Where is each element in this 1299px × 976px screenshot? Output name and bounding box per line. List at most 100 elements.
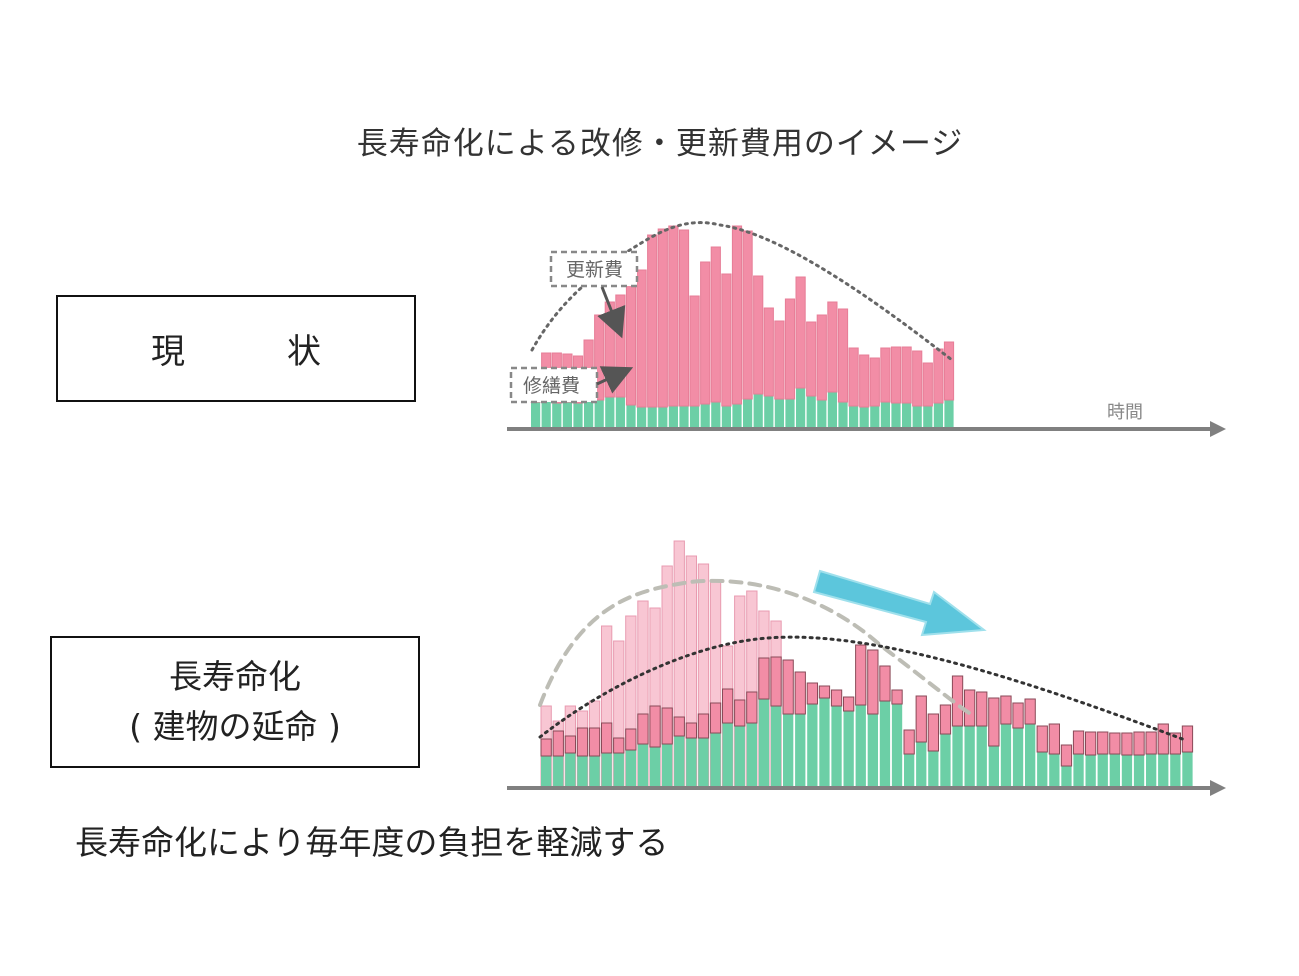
repair-cost-bar xyxy=(662,744,673,786)
renewal-cost-bar xyxy=(625,728,637,751)
repair-cost-bar xyxy=(541,756,552,786)
repair-cost-bar xyxy=(1012,728,1024,786)
repair-cost-bar xyxy=(867,714,878,786)
renewal-cost-bar xyxy=(710,246,721,403)
long-life-label-line2: ( 建物の延命 ) xyxy=(129,707,341,746)
renewal-cost-bar xyxy=(880,347,891,403)
repair-cost-bar xyxy=(817,400,827,427)
original-cost-envelope xyxy=(538,578,974,717)
renewal-cost-bar xyxy=(763,307,774,397)
repair-cost-bar xyxy=(783,714,794,786)
repair-cost-bar xyxy=(1097,754,1108,786)
renewal-cost-bar xyxy=(540,738,552,757)
renewal-cost-bar xyxy=(758,657,770,700)
repair-cost-bar xyxy=(679,406,689,427)
renewal-cost-bar xyxy=(912,350,923,407)
renewal-cost-bar xyxy=(943,341,955,401)
renewal-cost-bar xyxy=(964,689,976,727)
renewal-cost-bar xyxy=(784,298,796,400)
repair-cost-bar xyxy=(880,402,890,427)
long-life-bars xyxy=(540,644,1194,786)
repair-cost-bar xyxy=(933,403,943,427)
repair-cost-bar xyxy=(541,401,551,427)
repair-cost-bar xyxy=(764,396,774,427)
renewal-cost-bar xyxy=(685,722,698,739)
repair-cost-bar xyxy=(952,726,963,786)
repair-cost-bar xyxy=(904,754,915,786)
renewal-cost-bar xyxy=(1024,698,1036,725)
renewal-cost-bar xyxy=(915,695,927,743)
repair-cost-bar xyxy=(562,402,572,427)
renewal-cost-bar xyxy=(588,727,601,757)
repair-cost-bar xyxy=(902,403,912,427)
repair-cost-bar xyxy=(831,706,842,786)
repair-cost-bar xyxy=(807,704,818,786)
repair-cost-bar xyxy=(565,753,576,786)
repair-cost-bar xyxy=(743,399,753,427)
renewal-cost-bar xyxy=(734,699,746,727)
renewal-cost-bar xyxy=(613,737,625,754)
repair-cost-bar xyxy=(1170,754,1181,786)
renewal-cost-bar xyxy=(564,735,577,754)
repair-cost-bar xyxy=(1073,754,1084,786)
renewal-cost-bar xyxy=(742,230,753,400)
renewal-cost-bar xyxy=(867,649,879,715)
repair-cost-bar xyxy=(1000,724,1012,786)
renewal-cost-bar xyxy=(927,713,940,752)
renewal-cost-bar xyxy=(976,691,988,727)
renewal-cost-bar xyxy=(806,321,817,397)
repair-cost-bar xyxy=(758,699,770,786)
repair-cost-bar xyxy=(626,405,636,427)
renewal-callout: 更新費 xyxy=(549,250,639,339)
renewal-cost-bar xyxy=(746,691,758,724)
current-state-label-box: 現 状 xyxy=(56,295,416,402)
repair-cost-bar xyxy=(827,392,837,427)
repair-cost-bar xyxy=(1182,752,1193,786)
renewal-cost-bar xyxy=(816,314,827,401)
repair-cost-bar xyxy=(601,753,612,786)
repair-cost-bar xyxy=(1061,766,1072,786)
repair-cost-bar xyxy=(552,403,562,427)
renewal-cost-bar xyxy=(1145,731,1157,755)
renewal-cost-bar xyxy=(848,347,859,407)
renewal-cost-bar xyxy=(837,308,849,403)
repair-cost-bar xyxy=(1025,724,1036,786)
repair-cost-bar xyxy=(1121,755,1133,786)
repair-cost-bar xyxy=(589,756,600,786)
repair-cost-bar xyxy=(785,399,795,427)
renewal-cost-bar xyxy=(649,705,661,748)
repair-cost-bar xyxy=(1037,752,1048,786)
renewal-cost-bar xyxy=(830,689,843,707)
repair-cost-bar xyxy=(988,746,999,786)
renewal-cost-bar xyxy=(770,656,782,707)
renewal-cost-bar xyxy=(1048,723,1060,755)
repair-callout-arrow xyxy=(596,366,634,394)
repair-cost-bar xyxy=(923,406,933,427)
repair-cost-bar xyxy=(1109,754,1120,786)
renewal-cost-bar xyxy=(891,689,903,705)
page-title: 長寿命化による改修・更新費用のイメージ xyxy=(356,126,964,162)
renewal-cost-bar xyxy=(1072,730,1085,755)
repair-cost-bar xyxy=(964,726,975,786)
repair-cost-bar xyxy=(531,402,541,427)
repair-cost-bar xyxy=(700,404,710,427)
repair-callout-label: 修繕費 xyxy=(523,375,580,397)
repair-cost-bar xyxy=(916,742,927,786)
renewal-cost-bar xyxy=(806,682,819,705)
repair-cost-bar xyxy=(594,400,604,427)
top-axis-arrowhead xyxy=(1210,421,1226,437)
repair-cost-bar xyxy=(796,388,806,427)
repair-cost-bar xyxy=(1133,755,1145,786)
repair-cost-bar xyxy=(686,738,697,786)
repair-cost-bar xyxy=(637,407,647,427)
renewal-cost-bar xyxy=(795,276,806,389)
repair-cost-bar xyxy=(944,400,954,427)
repair-cost-bar xyxy=(605,397,615,427)
repair-cost-bar xyxy=(855,705,866,786)
renewal-cost-bar xyxy=(673,716,685,737)
bottom-axis-arrowhead xyxy=(1210,780,1226,796)
renewal-cost-bar xyxy=(615,294,626,398)
repair-cost-bar xyxy=(658,407,668,427)
repair-cost-bar xyxy=(859,407,869,427)
renewal-cost-bar xyxy=(647,234,658,408)
